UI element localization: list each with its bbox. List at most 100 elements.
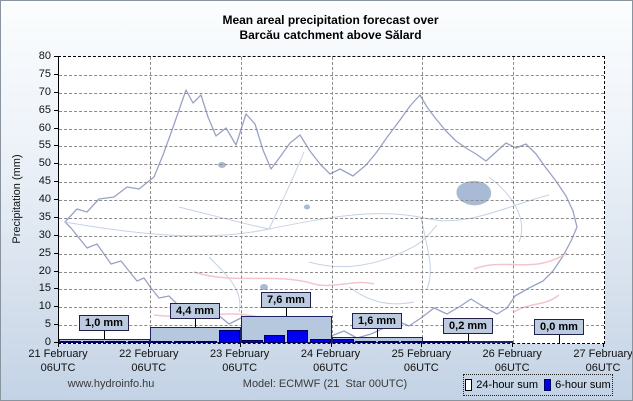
bar-24h-sum: [332, 337, 423, 343]
gridline-horizontal: [59, 271, 604, 273]
catchment-outline: [64, 89, 578, 339]
x-tick-time: 06UTC: [403, 362, 439, 374]
x-tick-time: 06UTC: [494, 362, 530, 374]
y-tick-mark: [54, 324, 58, 326]
bar-6h-sum: [333, 339, 354, 343]
website-link[interactable]: www.hydroinfo.hu: [67, 378, 155, 390]
y-tick-label: 10: [38, 300, 51, 313]
gridline-vertical: [422, 57, 423, 343]
gridline-horizontal: [59, 164, 604, 166]
x-tick-date: 24 February: [300, 348, 361, 360]
x-tick-mark: [58, 343, 59, 347]
gridline-horizontal: [59, 182, 604, 184]
chart-title-line2: Barcău catchment above Sălard: [239, 28, 422, 42]
bar-value-label: 1,6 mm: [352, 313, 402, 330]
y-tick-label: 5: [44, 318, 51, 331]
gridline-horizontal: [59, 110, 604, 112]
y-tick-label: 15: [38, 282, 51, 295]
x-tick-mark: [603, 343, 604, 347]
river-lines: [64, 151, 550, 313]
x-tick-mark: [421, 343, 422, 347]
gridline-horizontal: [59, 253, 604, 255]
y-tick-label: 40: [38, 193, 51, 205]
y-tick-mark: [54, 163, 58, 165]
legend-swatch-6h-icon: [544, 379, 552, 391]
bar-6h-sum: [219, 330, 240, 343]
bar-24h-sum: [150, 327, 241, 343]
x-tick-date: 27 February: [573, 348, 633, 360]
x-tick-label: 22 February 06UTC: [104, 347, 194, 375]
bar-6h-sum: [423, 341, 444, 343]
bar-6h-sum: [60, 341, 81, 343]
y-tick-label: 45: [38, 175, 51, 188]
plot-canvas: 1,0 mm 4,4 mm 7,6 mm 1,6 mm 0,2 mm 0,0 mm: [59, 57, 604, 343]
y-tick-mark: [54, 181, 58, 183]
gridline-vertical: [150, 57, 151, 343]
x-tick-mark: [331, 343, 332, 347]
x-tick-time: 06UTC: [131, 362, 167, 374]
bar-value-label: 1,0 mm: [79, 315, 129, 332]
y-tick-mark: [54, 109, 58, 111]
gridline-horizontal: [59, 307, 604, 309]
bar-6h-sum: [264, 335, 285, 343]
x-tick-date: 23 February: [210, 348, 270, 360]
plot-area: 1,0 mm 4,4 mm 7,6 mm 1,6 mm 0,2 mm 0,0 mm: [58, 56, 605, 344]
y-tick-mark: [54, 342, 58, 343]
x-tick-label: 26 February 06UTC: [467, 347, 557, 375]
model-info: Model: ECMWF (21 Star 00UTC): [242, 378, 408, 390]
bar-6h-sum: [310, 339, 331, 343]
bar-label-connector: [195, 319, 196, 328]
bar-value-label: 7,6 mm: [261, 291, 311, 308]
y-tick-label: 75: [38, 67, 51, 80]
x-tick-time: 06UTC: [222, 362, 258, 374]
y-tick-label: 70: [38, 85, 51, 98]
bar-value-label: 4,4 mm: [170, 303, 220, 320]
bar-label-connector: [104, 331, 105, 340]
y-tick-label: 65: [38, 103, 51, 116]
bar-6h-sum: [151, 341, 172, 343]
gridline-vertical: [513, 57, 514, 343]
y-tick-label: 80: [38, 50, 51, 62]
bar-label-connector: [286, 307, 287, 316]
x-tick-label: 21 February 06UTC: [13, 347, 103, 375]
x-tick-mark: [240, 343, 241, 347]
legend-label-24h: 24-hour sum: [476, 379, 539, 391]
bar-6h-sum: [83, 341, 104, 343]
bar-6h-sum: [355, 341, 376, 343]
bar-6h-sum: [401, 341, 422, 343]
y-tick-mark: [54, 252, 58, 254]
y-tick-label: 60: [38, 121, 51, 134]
legend-label-6h: 6-hour sum: [555, 379, 611, 391]
x-tick-date: 21 February: [28, 348, 88, 360]
bar-6h-sum: [174, 341, 195, 343]
bar-6h-sum: [105, 341, 126, 343]
x-tick-time: 06UTC: [313, 362, 348, 374]
y-tick-mark: [54, 56, 58, 57]
y-tick-mark: [54, 234, 58, 236]
x-tick-label: 23 February 06UTC: [195, 347, 285, 375]
y-tick-label: 0: [44, 336, 51, 348]
bar-label-connector: [468, 334, 469, 343]
y-tick-mark: [54, 91, 58, 93]
chart-title-line1: Mean areal precipitation forecast over: [222, 13, 439, 27]
gridline-horizontal: [59, 200, 604, 201]
gridline-horizontal: [59, 289, 604, 291]
bar-value-label: 0,0 mm: [534, 319, 584, 335]
y-tick-mark: [54, 145, 58, 147]
y-tick-label: 55: [38, 139, 51, 152]
bar-value-label: 0,2 mm: [443, 318, 493, 335]
y-tick-mark: [54, 127, 58, 129]
y-tick-label: 50: [38, 157, 51, 170]
x-tick-date: 22 February: [119, 348, 179, 360]
legend-swatch-24h-icon: [465, 379, 473, 391]
x-tick-label: 27 February 06UTC: [558, 347, 633, 375]
x-tick-mark: [512, 343, 513, 347]
gridline-horizontal: [59, 235, 604, 237]
gridline-vertical: [241, 57, 242, 343]
y-tick-mark: [54, 73, 58, 75]
legend-box: 24-hour sum 6-hour sum: [463, 374, 613, 396]
y-tick-mark: [54, 288, 58, 290]
x-tick-time: 06UTC: [40, 362, 76, 374]
bar-6h-sum: [128, 341, 149, 343]
